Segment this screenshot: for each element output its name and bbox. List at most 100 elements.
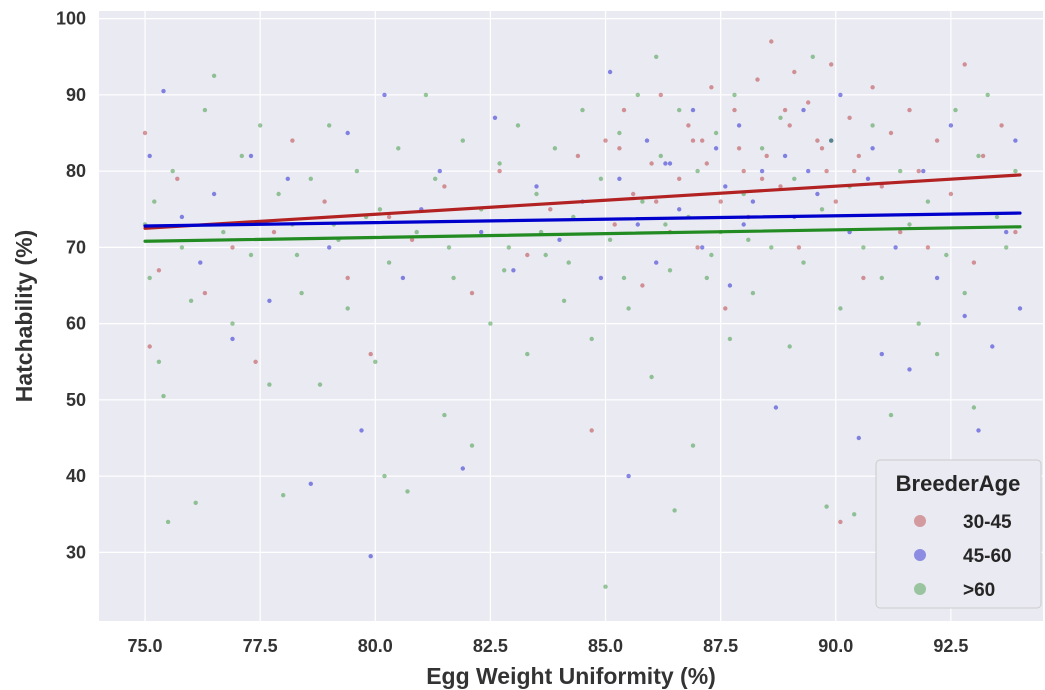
data-point — [796, 245, 802, 250]
data-point — [769, 245, 774, 250]
data-point — [690, 443, 696, 448]
data-point — [635, 92, 640, 98]
data-point — [1013, 138, 1018, 143]
data-point — [258, 123, 263, 128]
data-point — [782, 153, 788, 159]
data-point — [621, 107, 627, 113]
data-point — [271, 229, 277, 235]
data-point — [778, 184, 783, 189]
data-point — [769, 39, 774, 44]
data-point — [654, 199, 659, 204]
data-point — [925, 199, 931, 204]
x-tick-label: 87.5 — [703, 636, 738, 656]
data-point — [437, 168, 442, 174]
data-point — [759, 168, 765, 174]
data-point — [686, 123, 691, 128]
data-point — [690, 107, 696, 113]
data-point — [677, 107, 682, 113]
legend-marker — [914, 549, 926, 561]
data-point — [907, 367, 912, 372]
data-point — [640, 283, 645, 288]
data-point — [856, 153, 861, 159]
data-point — [838, 306, 843, 311]
data-point — [870, 123, 875, 128]
data-point — [727, 336, 733, 342]
data-point — [179, 214, 185, 220]
data-point — [985, 92, 990, 98]
data-point — [382, 473, 387, 479]
data-point — [488, 321, 493, 326]
legend-label: 45-60 — [963, 546, 1012, 567]
data-point — [423, 92, 429, 98]
data-point — [359, 428, 364, 433]
data-point — [557, 237, 562, 242]
data-point — [631, 191, 636, 197]
data-point — [861, 245, 866, 250]
trend-line — [143, 211, 1022, 228]
data-point — [750, 199, 756, 204]
data-point — [290, 138, 295, 143]
y-tick-label: 40 — [66, 466, 86, 486]
data-point — [755, 77, 760, 82]
data-point — [815, 191, 820, 197]
data-point — [815, 138, 820, 143]
data-point — [916, 321, 921, 326]
data-point — [580, 107, 585, 113]
x-tick-label: 75.0 — [128, 636, 163, 656]
data-point — [497, 161, 502, 166]
data-point — [667, 161, 673, 166]
data-point — [230, 336, 235, 342]
data-point — [161, 393, 166, 399]
data-point — [165, 519, 171, 525]
data-point — [147, 153, 152, 159]
y-tick-label: 50 — [66, 390, 86, 410]
data-point — [152, 199, 157, 204]
data-point — [211, 73, 217, 79]
data-point — [879, 184, 884, 189]
data-points — [142, 39, 1023, 589]
data-point — [377, 207, 383, 212]
data-point — [847, 115, 852, 121]
data-point — [801, 107, 806, 113]
data-point — [934, 138, 940, 143]
data-point — [248, 252, 254, 258]
data-point — [829, 62, 834, 67]
x-tick-label: 77.5 — [243, 636, 278, 656]
data-point — [879, 351, 884, 357]
y-tick-label: 70 — [66, 237, 86, 257]
data-point — [727, 283, 733, 288]
data-point — [838, 92, 843, 98]
data-point — [543, 252, 548, 258]
data-point — [934, 351, 940, 357]
data-point — [202, 290, 208, 296]
data-point — [713, 130, 719, 136]
data-point — [276, 191, 281, 197]
data-point — [525, 252, 530, 258]
data-point — [934, 275, 940, 281]
data-point — [175, 176, 180, 181]
data-point — [239, 153, 244, 159]
data-point — [695, 168, 700, 174]
data-point — [1004, 229, 1009, 235]
data-point — [704, 275, 709, 281]
data-point — [267, 298, 272, 303]
data-point — [994, 214, 1000, 220]
data-point — [561, 298, 567, 303]
data-point — [644, 138, 650, 143]
data-point — [962, 313, 967, 319]
data-point — [723, 306, 728, 311]
data-point — [953, 107, 958, 113]
legend-label: >60 — [963, 580, 995, 601]
data-point — [451, 275, 456, 281]
trend-line — [143, 173, 1022, 230]
data-point — [736, 123, 742, 128]
data-point — [502, 268, 507, 273]
data-point — [345, 275, 350, 281]
data-point — [589, 336, 594, 342]
data-point — [308, 481, 313, 486]
x-tick-label: 90.0 — [818, 636, 853, 656]
data-point — [617, 130, 622, 136]
data-point — [469, 443, 475, 448]
legend-box — [875, 459, 1042, 609]
